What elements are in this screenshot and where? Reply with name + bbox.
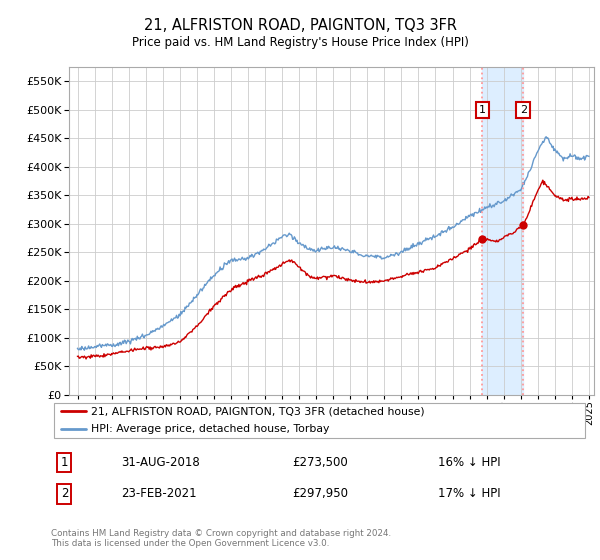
Text: 17% ↓ HPI: 17% ↓ HPI xyxy=(437,487,500,501)
Text: Price paid vs. HM Land Registry's House Price Index (HPI): Price paid vs. HM Land Registry's House … xyxy=(131,36,469,49)
Text: 1: 1 xyxy=(61,456,68,469)
Text: 1: 1 xyxy=(479,105,486,115)
FancyBboxPatch shape xyxy=(53,403,585,438)
Text: 21, ALFRISTON ROAD, PAIGNTON, TQ3 3FR: 21, ALFRISTON ROAD, PAIGNTON, TQ3 3FR xyxy=(143,18,457,32)
Text: 23-FEB-2021: 23-FEB-2021 xyxy=(121,487,196,501)
Text: 2: 2 xyxy=(520,105,527,115)
Text: HPI: Average price, detached house, Torbay: HPI: Average price, detached house, Torb… xyxy=(91,424,329,434)
Text: 31-AUG-2018: 31-AUG-2018 xyxy=(121,456,200,469)
Text: £273,500: £273,500 xyxy=(293,456,349,469)
Text: 16% ↓ HPI: 16% ↓ HPI xyxy=(437,456,500,469)
Text: £297,950: £297,950 xyxy=(293,487,349,501)
Text: 2: 2 xyxy=(61,487,68,501)
Text: 21, ALFRISTON ROAD, PAIGNTON, TQ3 3FR (detached house): 21, ALFRISTON ROAD, PAIGNTON, TQ3 3FR (d… xyxy=(91,406,425,416)
Bar xyxy=(482,67,523,395)
Text: Contains HM Land Registry data © Crown copyright and database right 2024.
This d: Contains HM Land Registry data © Crown c… xyxy=(51,529,391,548)
